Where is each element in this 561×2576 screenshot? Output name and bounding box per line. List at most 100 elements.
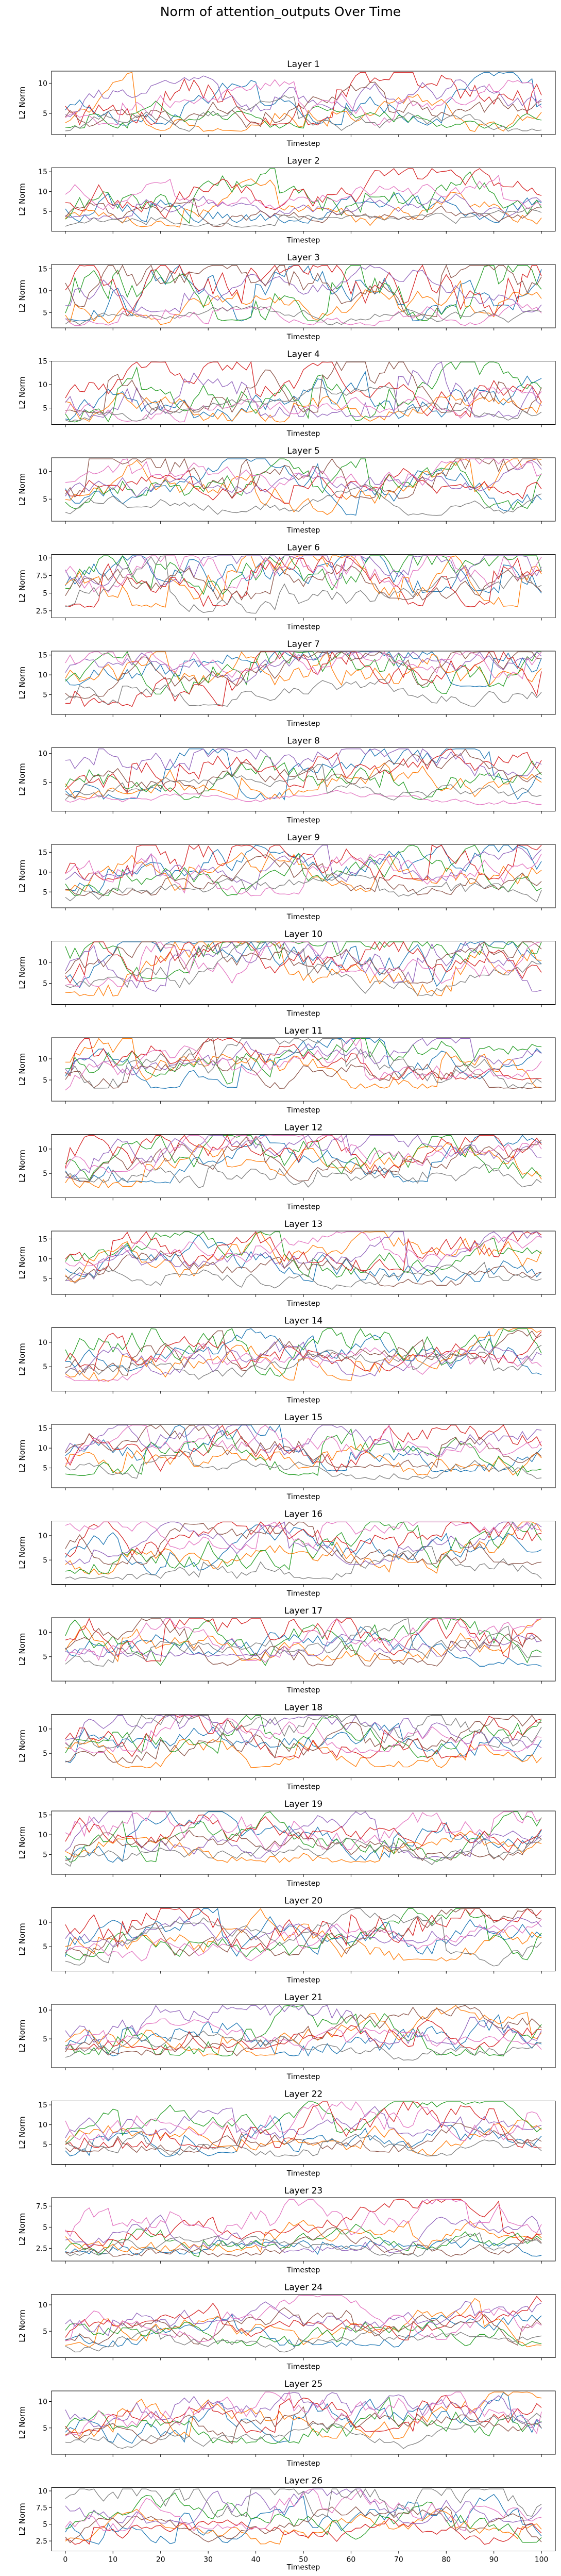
subplot-layer-19: Layer 19 5 10 15 L2 Norm Timestep [18, 1799, 556, 1888]
figure-title: Norm of attention_outputs Over Time [160, 4, 401, 19]
series-line-6 [65, 2005, 542, 2056]
y-tick-label: 10 [38, 1145, 47, 1154]
series-line-7 [65, 458, 542, 491]
y-tick-label: 7.5 [36, 2504, 47, 2512]
series-line-1 [65, 2116, 542, 2157]
y-tick-label: 10 [38, 869, 47, 877]
series-line-5 [65, 1521, 542, 1566]
y-tick-label: 5 [43, 1851, 47, 1859]
series-line-4 [65, 748, 542, 794]
series-line-2 [65, 1038, 542, 1089]
y-tick-label: 7.5 [36, 572, 47, 580]
subplot-layer-24: Layer 24 5 10 L2 Norm Timestep [18, 2283, 556, 2371]
x-axis-label: Timestep [286, 2170, 320, 2178]
y-axis-label: L2 Norm [18, 1247, 27, 1279]
subplot-layer-22: Layer 22 5 10 15 L2 Norm Timestep [18, 2089, 556, 2178]
x-axis-label: Timestep [286, 1783, 320, 1791]
series-group [65, 1134, 542, 1189]
series-line-1 [65, 1524, 542, 1575]
x-axis-label: Timestep [286, 1010, 320, 1018]
y-axis-label: L2 Norm [18, 2116, 27, 2149]
subplot-layer-7: Layer 7 5 10 15 L2 Norm Timestep [18, 639, 556, 728]
x-axis-label: Timestep [286, 2459, 320, 2468]
series-group [65, 2199, 542, 2257]
series-line-5 [65, 2214, 542, 2253]
y-axis-label: L2 Norm [18, 860, 27, 893]
x-axis-label: Timestep [286, 623, 320, 631]
series-line-1 [65, 2392, 542, 2444]
series-line-7 [65, 1231, 542, 1267]
x-axis-label: Timestep [286, 237, 320, 245]
series-line-7 [65, 853, 542, 896]
series-group [65, 2391, 542, 2449]
subplot-layer-26: Layer 26 2.5 5 7.5 10 L2 Norm 0 10 20 30 40 50 60 70 8… [18, 2476, 556, 2572]
subplot-title: Layer 7 [287, 639, 320, 650]
series-line-6 [65, 1715, 542, 1764]
x-axis-label: Timestep [286, 1686, 320, 1694]
series-line-3 [65, 2223, 542, 2257]
y-tick-label: 10 [38, 287, 47, 295]
y-tick-label: 10 [38, 188, 47, 196]
series-line-4 [65, 72, 542, 126]
series-line-7 [65, 2488, 542, 2532]
series-line-8 [65, 1261, 542, 1290]
series-line-1 [65, 192, 542, 224]
series-line-4 [65, 941, 542, 984]
series-group [65, 2295, 542, 2353]
series-line-5 [65, 1715, 542, 1749]
subplot-title: Layer 3 [287, 253, 320, 263]
subplot-title: Layer 18 [284, 1703, 322, 1713]
subplot-title: Layer 6 [287, 543, 320, 553]
series-line-6 [65, 458, 542, 499]
series-line-8 [65, 386, 542, 423]
series-line-8 [65, 2131, 542, 2157]
y-axis-label: L2 Norm [18, 473, 27, 506]
series-line-8 [65, 207, 542, 228]
y-axis-label: L2 Norm [18, 763, 27, 796]
series-line-8 [65, 1837, 542, 1867]
series-line-4 [65, 1908, 542, 1952]
y-tick-label: 10 [38, 750, 47, 758]
y-tick-label: 5 [43, 1363, 47, 1371]
y-tick-label: 15 [38, 652, 47, 660]
series-line-7 [65, 941, 542, 987]
y-tick-label: 15 [38, 168, 47, 176]
x-tick-label: 60 [347, 2556, 356, 2564]
subplot-title: Layer 23 [284, 2186, 322, 2196]
y-tick-label: 10 [38, 79, 47, 88]
y-tick-label: 15 [38, 849, 47, 857]
series-line-7 [65, 2295, 542, 2342]
subplot-layer-25: Layer 25 5 10 L2 Norm Timestep [18, 2379, 556, 2468]
y-tick-label: 15 [38, 1235, 47, 1243]
y-tick-label: 10 [38, 2006, 47, 2015]
series-line-8 [65, 679, 542, 707]
series-line-5 [65, 193, 542, 220]
series-line-6 [65, 264, 542, 318]
series-line-8 [65, 1908, 542, 1967]
series-line-3 [65, 1908, 542, 1960]
x-axis-label: Timestep [286, 2266, 320, 2274]
axes-frame [51, 747, 556, 811]
subplot-title: Layer 11 [284, 1026, 322, 1036]
subplot-title: Layer 25 [284, 2379, 322, 2389]
subplot-layer-4: Layer 4 5 10 15 L2 Norm Timestep [18, 350, 556, 438]
y-tick-label: 10 [38, 2121, 47, 2130]
series-group [65, 1231, 542, 1290]
series-line-8 [65, 1345, 542, 1380]
y-tick-label: 5 [43, 2035, 47, 2043]
series-line-5 [65, 748, 542, 777]
subplot-layer-3: Layer 3 5 10 15 L2 Norm Timestep [18, 253, 556, 341]
series-line-8 [65, 305, 542, 325]
series-line-5 [65, 361, 542, 418]
y-axis-label: L2 Norm [18, 1536, 27, 1569]
y-tick-label: 5 [43, 888, 47, 896]
y-tick-label: 2.5 [36, 2245, 47, 2253]
subplot-title: Layer 9 [287, 833, 320, 843]
axes-frame [51, 2101, 556, 2165]
y-tick-label: 15 [38, 2101, 47, 2109]
series-line-6 [65, 564, 542, 601]
subplot-layer-16: Layer 16 5 10 L2 Norm Timestep [18, 1509, 556, 1598]
series-line-6 [65, 2506, 542, 2544]
y-tick-label: 5 [43, 1275, 47, 1283]
x-tick-label: 40 [251, 2556, 261, 2564]
